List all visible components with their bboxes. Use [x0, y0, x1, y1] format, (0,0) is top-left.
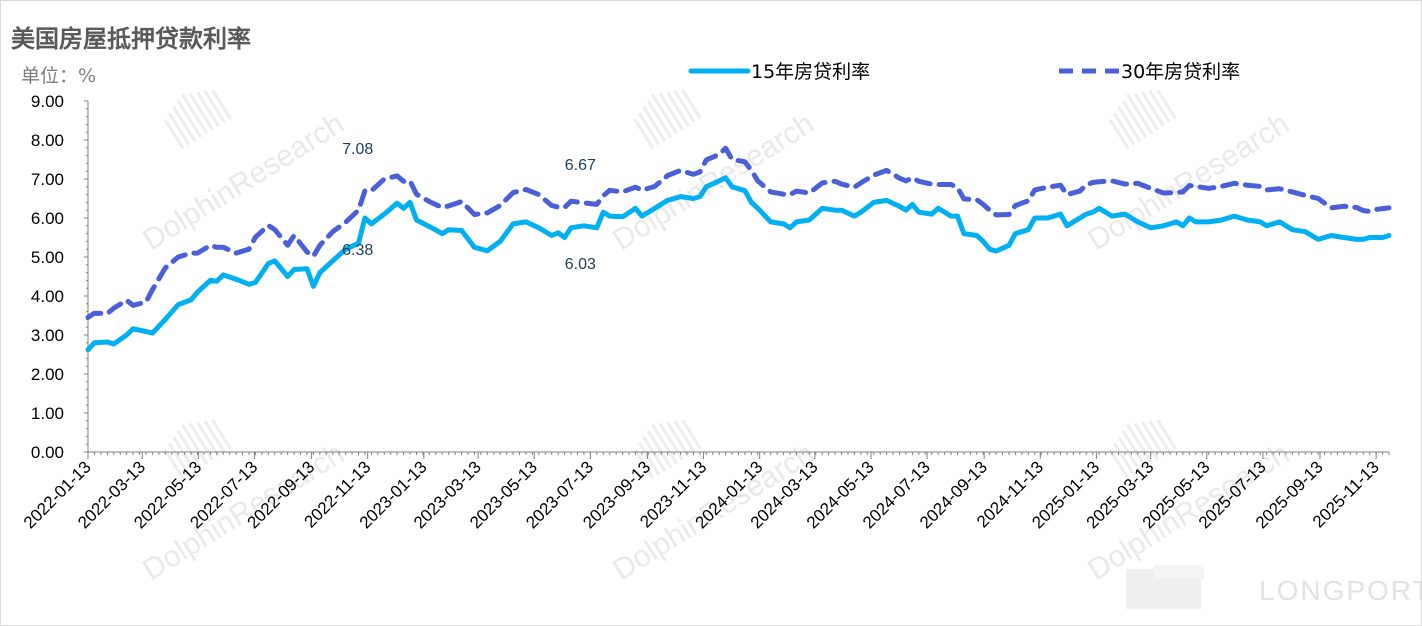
- series-30y-line: [85, 145, 1392, 320]
- watermark-bar: [633, 118, 655, 150]
- watermark-bar: [1113, 442, 1136, 476]
- watermark-bar: [188, 92, 214, 131]
- watermark-bar: [181, 93, 209, 135]
- watermark-bar: [1156, 419, 1177, 450]
- watermark-bar: [633, 448, 655, 480]
- y-tick-label: 0.00: [31, 443, 64, 462]
- watermark-bar: [163, 118, 185, 150]
- legend-label-30y: 30年房贷利率: [1121, 61, 1240, 83]
- watermark-bar: [188, 422, 214, 461]
- watermark-bar: [658, 92, 684, 131]
- annotation-label: 6.03: [565, 256, 596, 273]
- watermark-bar: [681, 89, 702, 120]
- annotation-label: 6.38: [342, 242, 373, 259]
- watermark-bar: [1108, 448, 1130, 480]
- watermark-bar: [666, 91, 690, 127]
- watermark-bar: [1113, 112, 1136, 146]
- watermark-bar: [196, 421, 220, 457]
- watermark-bar: [1148, 90, 1171, 124]
- watermark-bar: [646, 430, 673, 469]
- watermark-0: DolphinResearch: [137, 89, 350, 257]
- watermark-bar: [673, 420, 696, 454]
- y-tick-label: 4.00: [31, 287, 64, 306]
- chart-title: 美国房屋抵押贷款利率: [11, 25, 251, 53]
- watermark-bar: [168, 112, 191, 146]
- legend: 15年房贷利率 30年房贷利率: [688, 61, 1240, 83]
- annotation-label: 6.67: [565, 157, 596, 174]
- watermark-bar: [1121, 100, 1148, 139]
- annotation-label: 7.08: [342, 141, 373, 158]
- watermark-bar: [1121, 430, 1148, 469]
- watermark-bar: [658, 422, 684, 461]
- longport-logo-icon: [1126, 565, 1204, 609]
- axes: 0.00 1.00 2.00 3.00 4.00 5.00 6.00 7.00 8.00 9.00…: [20, 92, 1390, 532]
- y-tick-label: 5.00: [31, 248, 64, 267]
- watermark-bar: [1141, 421, 1165, 457]
- watermark-bar: [1148, 420, 1171, 454]
- longport-logo-text: LONGPORT: [1259, 575, 1422, 606]
- y-tick-label: 1.00: [31, 404, 64, 423]
- watermark-bar: [638, 442, 661, 476]
- y-tick-label: 9.00: [31, 92, 64, 111]
- watermark-bar: [681, 419, 702, 450]
- legend-label-15y: 15年房贷利率: [751, 61, 870, 83]
- watermark-bar: [211, 419, 232, 450]
- watermark-bar: [211, 89, 232, 120]
- watermark-bar: [651, 423, 679, 465]
- watermark-bar: [181, 423, 209, 465]
- watermark-bar: [1141, 91, 1165, 127]
- watermark-bar: [646, 100, 673, 139]
- watermark-bar: [196, 91, 220, 127]
- watermark-bar: [163, 448, 185, 480]
- watermark-bar: [172, 106, 197, 142]
- watermark-bar: [1133, 422, 1159, 461]
- watermark-bar: [673, 90, 696, 124]
- y-tick-label: 6.00: [31, 209, 64, 228]
- annotations: 7.08 6.38 6.67 6.03: [342, 141, 596, 273]
- watermark-bar: [1133, 92, 1159, 131]
- series-15y-line: [85, 175, 1392, 353]
- watermark-bar: [642, 106, 667, 142]
- watermark-bar: [176, 100, 203, 139]
- watermark-bar: [176, 430, 203, 469]
- y-tick-label: 7.00: [31, 170, 64, 189]
- y-tick-label: 8.00: [31, 131, 64, 150]
- y-tick-label: 2.00: [31, 365, 64, 384]
- y-tick-label: 3.00: [31, 326, 64, 345]
- watermark-bar: [638, 112, 661, 146]
- watermark-bar: [1126, 93, 1154, 135]
- series-layer: [85, 145, 1392, 353]
- unit-label: 单位：%: [21, 65, 97, 87]
- watermark-bar: [1126, 423, 1154, 465]
- watermark-bar: [203, 90, 226, 124]
- watermark-bar: [168, 442, 191, 476]
- watermark-bar: [1117, 106, 1142, 142]
- watermark-bar: [203, 420, 226, 454]
- watermark-bar: [1108, 118, 1130, 150]
- watermark-text: DolphinResearch: [137, 107, 350, 257]
- watermark-bar: [1117, 436, 1142, 472]
- watermark-bar: [1156, 89, 1177, 120]
- watermark-bar: [651, 93, 679, 135]
- watermark-bar: [666, 421, 690, 457]
